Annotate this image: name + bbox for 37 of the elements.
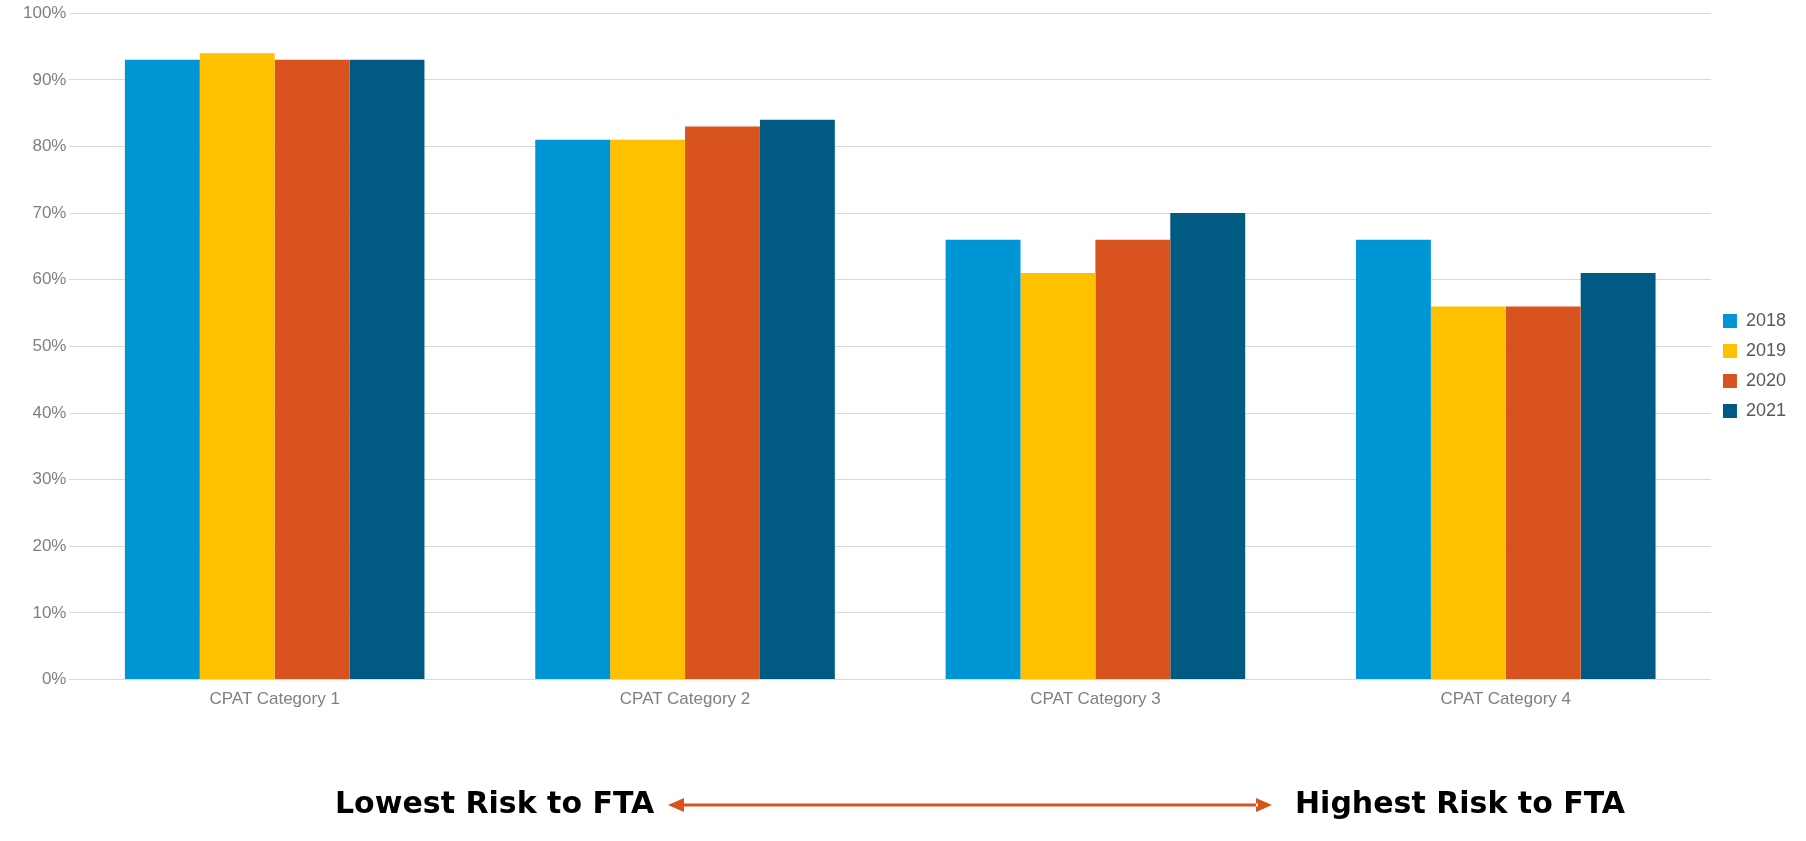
- legend-label: 2019: [1745, 339, 1786, 360]
- legend-label: 2021: [1745, 399, 1786, 420]
- y-tick-label: 80%: [32, 136, 67, 156]
- bar: [1580, 273, 1656, 680]
- text: Highest Risk to FTA: [1295, 785, 1626, 820]
- x-tick-label: CPAT Category 3: [1030, 689, 1161, 709]
- x-tick-label: CPAT Category 2: [619, 689, 751, 709]
- y-tick-label: 40%: [32, 402, 67, 422]
- bar: [1355, 239, 1431, 680]
- y-tick-label: 90%: [32, 69, 67, 89]
- bar: [1170, 213, 1246, 680]
- y-tick-label: 30%: [32, 469, 67, 489]
- y-tick-label: 60%: [32, 269, 67, 289]
- bar: [1095, 239, 1171, 680]
- bar: [535, 139, 611, 680]
- bar: [759, 119, 835, 680]
- bar: [1430, 306, 1506, 680]
- bar: [274, 59, 350, 680]
- y-tick-label: 100%: [23, 2, 67, 22]
- y-tick-label: 70%: [32, 202, 67, 222]
- bar: [124, 59, 200, 680]
- bar: [945, 239, 1021, 680]
- bar: [610, 139, 686, 680]
- x-tick-label: CPAT Category 4: [1440, 689, 1571, 709]
- x-tick-label: CPAT Category 1: [209, 689, 340, 709]
- bar: [199, 53, 275, 680]
- legend-label: 2018: [1745, 309, 1786, 330]
- bar: [1020, 273, 1096, 680]
- text: Lowest Risk to FTA: [335, 785, 655, 820]
- y-tick-label: 50%: [32, 336, 67, 356]
- y-tick-label: 20%: [32, 536, 67, 556]
- y-tick-label: 0%: [41, 669, 67, 689]
- y-tick-label: 10%: [32, 602, 67, 622]
- bar: [1505, 306, 1581, 680]
- bar: [685, 126, 760, 680]
- bar: [349, 59, 425, 680]
- legend-label: 2020: [1745, 369, 1786, 390]
